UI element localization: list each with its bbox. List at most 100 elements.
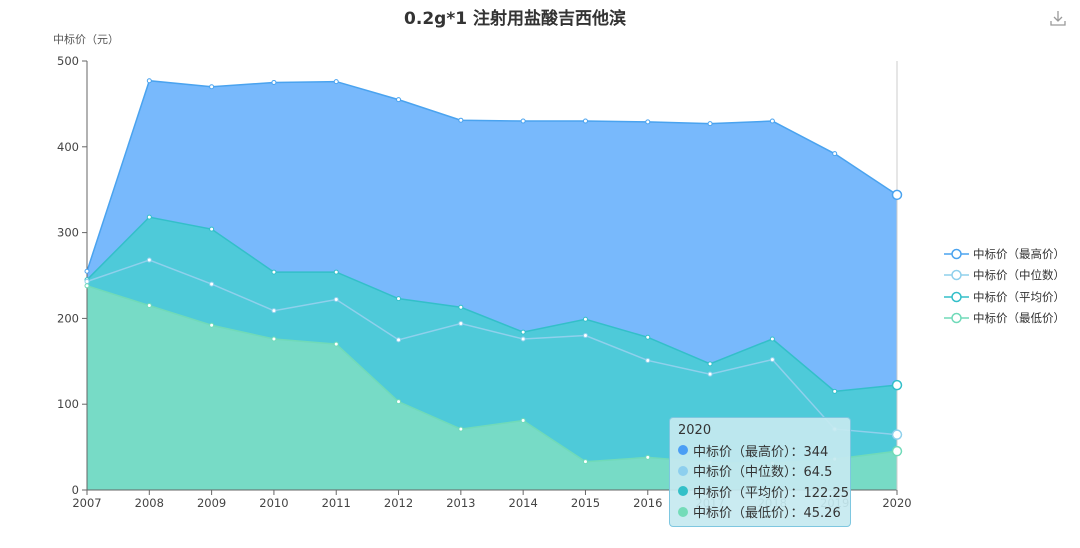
data-point (891, 189, 903, 201)
data-point (582, 118, 588, 124)
data-point (645, 119, 651, 125)
tooltip-row: 中标价（最高价）：344 (678, 440, 842, 461)
data-point (146, 303, 152, 309)
tooltip-row: 中标价（中位数）：64.5 (678, 461, 842, 482)
area-3 (87, 285, 897, 490)
x-tick-label: 2012 (384, 496, 413, 510)
y-axis-label: 中标价（元） (53, 32, 119, 46)
data-point (707, 371, 713, 377)
y-tick-label: 100 (57, 397, 79, 411)
data-point (333, 79, 339, 85)
data-point (520, 118, 526, 124)
x-tick-label: 2015 (571, 496, 600, 510)
data-point (396, 97, 402, 103)
data-point (458, 117, 464, 123)
data-point (891, 379, 903, 391)
legend-label: 中标价（最高价） (973, 246, 1065, 261)
legend-item[interactable]: 中标价（最高价） (944, 243, 1065, 265)
y-tick-label: 400 (57, 140, 79, 154)
data-point (582, 316, 588, 322)
data-point (271, 336, 277, 342)
legend-marker-icon (944, 248, 969, 259)
tooltip-row-label: 中标价（最高价）：344 (693, 444, 829, 460)
data-point (84, 279, 90, 285)
tooltip-row: 中标价（最低价）：45.26 (678, 502, 842, 523)
tooltip-row-label: 中标价（平均价）：122.25 (693, 485, 849, 501)
legend-label: 中标价（最低价） (973, 311, 1065, 326)
data-point (458, 426, 464, 432)
tooltip-series-dot (678, 445, 688, 456)
tooltip-series-dot (678, 465, 688, 476)
data-point (396, 399, 402, 405)
data-point (146, 214, 152, 220)
legend-label: 中标价（平均价） (973, 289, 1065, 304)
data-point (520, 336, 526, 342)
x-tick-label: 2010 (259, 496, 288, 510)
data-point (707, 361, 713, 367)
data-point (458, 304, 464, 310)
data-point (209, 322, 215, 328)
x-tick-label: 2009 (197, 496, 226, 510)
tooltip-row: 中标价（平均价）：122.25 (678, 481, 849, 502)
legend-item[interactable]: 中标价（中位数） (944, 265, 1065, 287)
data-point (520, 418, 526, 424)
data-point (209, 226, 215, 232)
tooltip-series-dot (678, 506, 688, 517)
data-point (520, 329, 526, 335)
data-point (209, 281, 215, 287)
x-tick-label: 2008 (135, 496, 164, 510)
x-tick-label: 2007 (72, 496, 101, 510)
data-point (707, 121, 713, 127)
data-point (209, 84, 215, 90)
legend-marker-icon (944, 270, 969, 281)
data-point (645, 334, 651, 340)
tooltip-row-label: 中标价（最低价）：45.26 (693, 506, 841, 522)
series-line-0 (86, 79, 898, 272)
data-point (769, 357, 775, 363)
x-tick-label: 2014 (509, 496, 538, 510)
series-line-2 (86, 216, 898, 393)
data-point (582, 459, 588, 465)
data-point (832, 151, 838, 157)
download-icon[interactable] (1048, 8, 1068, 28)
legend-marker-icon (944, 291, 969, 302)
series-line-1 (86, 259, 898, 436)
data-point (333, 341, 339, 347)
y-tick-label: 200 (57, 311, 79, 325)
y-tick-label: 0 (72, 483, 79, 497)
tooltip-title: 2020 (678, 423, 712, 438)
legend-marker-icon (944, 313, 969, 324)
data-point (891, 429, 903, 440)
data-point (271, 79, 277, 85)
data-point (582, 333, 588, 339)
y-tick-label: 300 (57, 226, 79, 240)
data-point (396, 296, 402, 302)
data-point (84, 283, 90, 289)
y-tick-label: 500 (57, 54, 79, 68)
legend-label: 中标价（中位数） (973, 268, 1065, 283)
legend-item[interactable]: 中标价（平均价） (944, 286, 1065, 308)
legend-item[interactable]: 中标价（最低价） (944, 308, 1065, 330)
data-point (769, 336, 775, 342)
data-point (84, 268, 90, 274)
data-point (645, 357, 651, 363)
chart-title: 0.2g*1 注射用盐酸吉西他滨 (404, 9, 626, 29)
data-point (333, 297, 339, 303)
x-tick-label: 2020 (882, 496, 911, 510)
data-point (271, 308, 277, 314)
data-point (271, 269, 277, 275)
tooltip-series-dot (678, 486, 688, 497)
data-point (396, 337, 402, 343)
x-tick-label: 2011 (322, 496, 351, 510)
data-point (146, 257, 152, 263)
data-point (832, 388, 838, 394)
chart-legend: 中标价（最高价） 中标价（中位数） 中标价（平均价） 中标价（最低价） (944, 243, 1065, 329)
x-tick-label: 2013 (446, 496, 475, 510)
tooltip-row-label: 中标价（中位数）：64.5 (693, 465, 833, 481)
data-point (891, 445, 903, 457)
chart-tooltip: 2020 中标价（最高价）：344 中标价（中位数）：64.5 中标价（平均价）：1… (669, 417, 851, 527)
data-point (769, 118, 775, 124)
data-point (645, 454, 651, 460)
x-tick-label: 2016 (633, 496, 662, 510)
